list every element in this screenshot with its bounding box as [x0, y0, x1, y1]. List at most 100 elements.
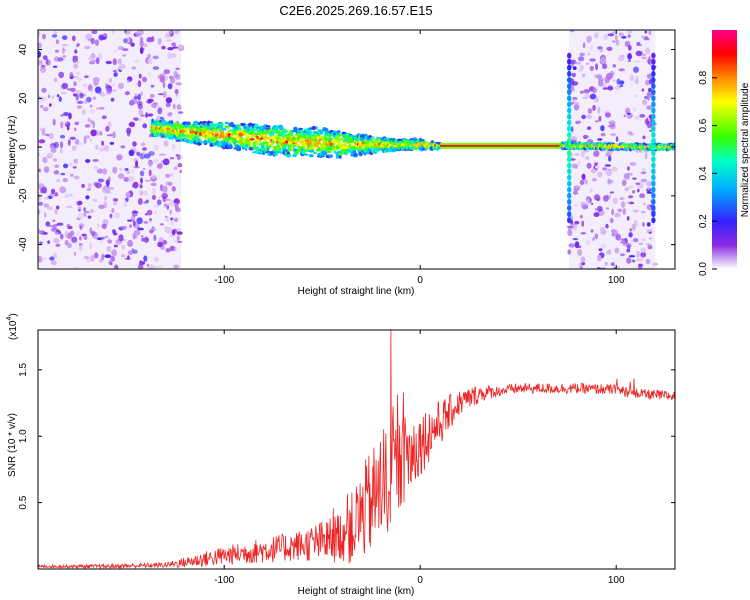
burst-mark — [567, 52, 572, 59]
noise-blob — [594, 233, 599, 240]
spectrogram-ytick-label: 40 — [18, 44, 29, 56]
signal-mark — [238, 132, 244, 138]
signal-mark — [514, 144, 516, 147]
noise-blob — [131, 98, 138, 104]
noise-blob — [51, 188, 56, 194]
noise-blob — [615, 136, 619, 143]
noise-blob — [567, 249, 571, 255]
noise-blob — [592, 177, 597, 182]
noise-blob — [628, 232, 633, 238]
signal-mark — [511, 144, 513, 147]
noise-blob — [597, 254, 602, 262]
signal-mark — [528, 144, 530, 147]
signal-mark — [315, 126, 318, 130]
signal-mark — [229, 137, 234, 139]
noise-blob — [645, 258, 651, 265]
noise-blob — [101, 179, 105, 182]
signal-mark — [316, 144, 319, 149]
burst-mark — [651, 107, 656, 114]
noise-blob — [622, 208, 627, 215]
colorbar-tick-label: 0.0 — [698, 262, 709, 276]
signal-mark — [503, 144, 505, 147]
noise-blob — [81, 183, 85, 188]
noise-blob — [109, 213, 113, 218]
colorbar-tick-label: 0.8 — [698, 70, 709, 84]
noise-blob — [594, 165, 600, 169]
signal-mark — [293, 126, 298, 130]
colorbar: 0.0 0.2 0.4 0.6 0.8 Normalized spectral ampl… — [698, 30, 750, 276]
noise-blob — [648, 231, 652, 234]
noise-blob — [61, 82, 69, 90]
noise-blob — [121, 244, 125, 250]
noise-blob — [61, 44, 69, 47]
noise-blob — [164, 32, 171, 38]
signal-mark — [477, 144, 479, 147]
noise-blob — [573, 103, 580, 111]
noise-blob — [577, 248, 583, 256]
signal-mark — [312, 146, 316, 150]
snr-panel: -100 0 100 0.5 1.0 1.5 Height of straight lin… — [6, 313, 676, 597]
burst-mark — [567, 101, 572, 108]
noise-blob — [636, 43, 643, 47]
noise-blob — [52, 158, 58, 162]
noise-blob — [39, 66, 47, 73]
noise-blob — [117, 58, 122, 65]
signal-mark — [523, 144, 526, 147]
noise-blob — [624, 187, 630, 192]
noise-blob — [90, 59, 98, 63]
signal-mark — [442, 144, 445, 147]
noise-blob — [640, 35, 646, 39]
signal-mark — [460, 144, 462, 147]
noise-blob — [133, 117, 139, 121]
noise-blob — [644, 152, 648, 160]
noise-blob — [59, 147, 63, 154]
noise-blob — [577, 120, 582, 124]
signal-mark — [339, 154, 342, 159]
noise-blob — [138, 109, 144, 116]
signal-mark — [551, 144, 553, 147]
noise-blob — [89, 242, 92, 250]
noise-blob — [157, 196, 161, 199]
signal-mark — [545, 144, 547, 147]
noise-blob — [616, 84, 621, 87]
noise-blob — [113, 212, 121, 219]
noise-blob — [614, 86, 620, 90]
noise-blob — [146, 209, 153, 216]
signal-mark — [545, 144, 548, 147]
noise-blob — [156, 163, 163, 169]
noise-blob — [128, 250, 134, 256]
noise-blob — [582, 42, 586, 49]
noise-blob — [596, 198, 600, 202]
spectrogram-ylabel: Frequency (Hz) — [7, 116, 18, 185]
noise-blob — [123, 38, 128, 44]
noise-blob — [74, 139, 80, 145]
noise-blob — [586, 162, 592, 169]
signal-mark — [455, 144, 457, 147]
burst-mark — [567, 186, 572, 193]
noise-blob — [130, 42, 135, 47]
colorbar-label: Normalized spectral amplitude — [740, 82, 750, 217]
noise-blob — [586, 114, 592, 119]
noise-blob — [632, 190, 636, 194]
noise-blob — [167, 52, 172, 60]
noise-blob — [55, 49, 59, 53]
signal-mark — [444, 144, 446, 147]
noise-blob — [586, 239, 591, 246]
noise-blob — [157, 74, 164, 79]
signal-mark — [237, 124, 241, 128]
noise-blob — [63, 120, 68, 125]
noise-blob — [604, 112, 612, 118]
noise-blob — [38, 50, 42, 58]
noise-blob — [60, 121, 64, 129]
noise-blob — [175, 228, 182, 231]
noise-blob — [174, 30, 180, 35]
signal-mark — [232, 142, 237, 145]
noise-blob — [147, 57, 153, 65]
burst-mark — [567, 162, 572, 169]
burst-mark — [567, 83, 572, 90]
noise-blob — [596, 205, 603, 212]
noise-blob — [51, 34, 58, 38]
signal-mark — [283, 129, 289, 134]
noise-blob — [76, 43, 80, 46]
